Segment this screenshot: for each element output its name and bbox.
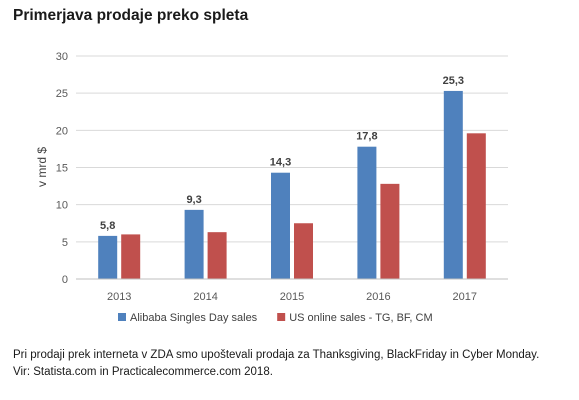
footnote: Pri prodaji prek interneta v ZDA smo upo… (13, 347, 573, 381)
data-labels: 5,8 9,3 14,3 17,8 25,3 (100, 75, 464, 232)
y-tick-label: 30 (56, 51, 68, 63)
bar-us-2014 (207, 232, 227, 279)
bar-alibaba-2013 (98, 235, 118, 279)
y-tick-label: 25 (56, 88, 68, 100)
bar-alibaba-2017 (443, 90, 463, 279)
data-label: 9,3 (186, 194, 201, 206)
y-tick-label: 0 (62, 274, 68, 286)
bar-chart: 0 5 10 15 20 25 30 5,8 9,3 14,3 17,8 25,3 2013 2014… (35, 51, 508, 324)
footnote-line-2: Vir: Statista.com in Practicalecommerce.… (13, 366, 273, 378)
x-tick-label: 2014 (193, 291, 217, 303)
y-tick-label: 20 (56, 125, 68, 137)
legend: Alibaba Singles Day sales US online sales… (118, 312, 433, 324)
bars (98, 90, 486, 279)
y-tick-label: 5 (62, 237, 68, 249)
bar-us-2017 (466, 133, 486, 279)
legend-swatch-0 (118, 313, 126, 321)
bar-us-2015 (294, 223, 313, 279)
chart-title: Primerjava prodaje preko spleta (13, 7, 249, 24)
x-tick-label: 2015 (280, 291, 304, 303)
bar-alibaba-2016 (357, 146, 377, 279)
x-tick-label: 2013 (107, 291, 131, 303)
legend-label-1: US online sales - TG, BF, CM (289, 312, 432, 324)
bar-alibaba-2015 (271, 172, 290, 279)
y-tick-label: 15 (56, 163, 68, 175)
bar-us-2016 (380, 183, 400, 279)
y-axis-ticks: 0 5 10 15 20 25 30 (56, 51, 68, 286)
data-label: 25,3 (443, 75, 464, 87)
footnote-line-1: Pri prodaji prek interneta v ZDA smo upo… (13, 349, 540, 361)
data-label: 14,3 (270, 157, 291, 169)
y-axis-label: v mrd $ (35, 147, 49, 187)
legend-label-0: Alibaba Singles Day sales (130, 312, 258, 324)
bar-alibaba-2014 (184, 209, 204, 279)
legend-swatch-1 (277, 313, 286, 321)
bar-us-2013 (121, 234, 141, 279)
data-label: 5,8 (100, 220, 115, 232)
x-tick-label: 2016 (366, 291, 390, 303)
gridlines (76, 55, 508, 243)
y-tick-label: 10 (56, 200, 68, 212)
x-axis-ticks: 2013 2014 2015 2016 2017 (107, 291, 477, 303)
x-tick-label: 2017 (453, 291, 477, 303)
data-label: 17,8 (356, 131, 377, 143)
